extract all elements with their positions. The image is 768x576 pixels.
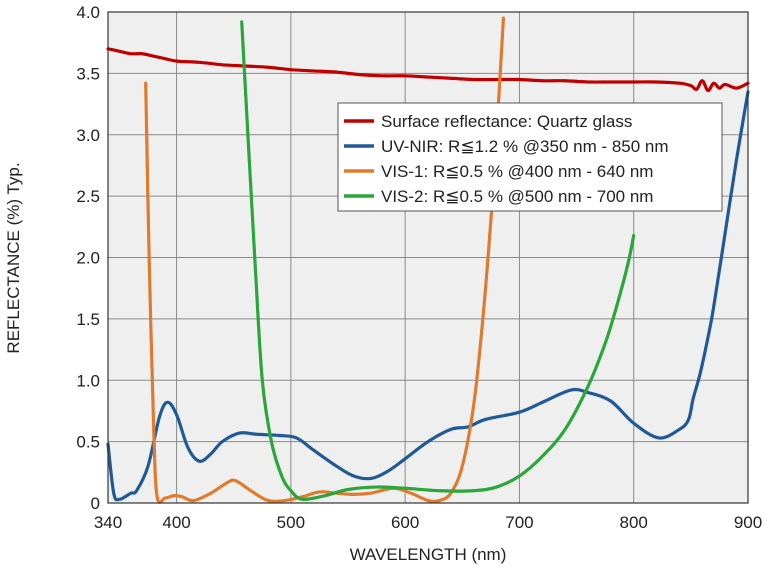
x-tick-label: 800 xyxy=(620,513,648,532)
y-tick-label: 0.5 xyxy=(76,433,100,452)
legend-label-3: VIS-2: R≦0.5 % @500 nm - 700 nm xyxy=(381,187,653,206)
legend-label-1: UV-NIR: R≦1.2 % @350 nm - 850 nm xyxy=(381,137,669,156)
y-tick-label: 3.5 xyxy=(76,64,100,83)
legend-label-2: VIS-1: R≦0.5 % @400 nm - 640 nm xyxy=(381,162,653,181)
series-lines xyxy=(106,16,750,504)
y-axis-label: REFLECTANCE (%) Typ. xyxy=(4,162,23,353)
legend: Surface reflectance: Quartz glass UV-NIR:… xyxy=(337,102,723,212)
plot-frame xyxy=(107,11,749,504)
x-tick-label: 500 xyxy=(277,513,305,532)
series-line-0 xyxy=(106,47,750,93)
x-tick-label: 600 xyxy=(391,513,419,532)
x-axis-label: WAVELENGTH (nm) xyxy=(350,545,507,564)
legend-label-0: Surface reflectance: Quartz glass xyxy=(381,112,632,131)
y-tick-label: 0 xyxy=(91,494,100,513)
series-line-2 xyxy=(144,16,506,504)
x-tick-labels: 340 400 500 600 700 800 900 xyxy=(94,513,762,532)
y-tick-label: 1.5 xyxy=(76,310,100,329)
series-line-1 xyxy=(106,90,750,502)
x-tick-label: 340 xyxy=(94,513,122,532)
x-tick-label: 400 xyxy=(162,513,190,532)
legend-box xyxy=(337,102,723,212)
y-tick-label: 3.0 xyxy=(76,126,100,145)
x-tick-label: 900 xyxy=(734,513,762,532)
y-tick-label: 1.0 xyxy=(76,371,100,390)
y-tick-label: 2.0 xyxy=(76,249,100,268)
series-line-3 xyxy=(240,20,636,502)
x-tick-label: 700 xyxy=(505,513,533,532)
y-tick-label: 2.5 xyxy=(76,187,100,206)
y-tick-labels: 0 0.5 1.0 1.5 2.0 2.5 3.0 3.5 4.0 xyxy=(76,3,100,513)
y-tick-label: 4.0 xyxy=(76,3,100,22)
